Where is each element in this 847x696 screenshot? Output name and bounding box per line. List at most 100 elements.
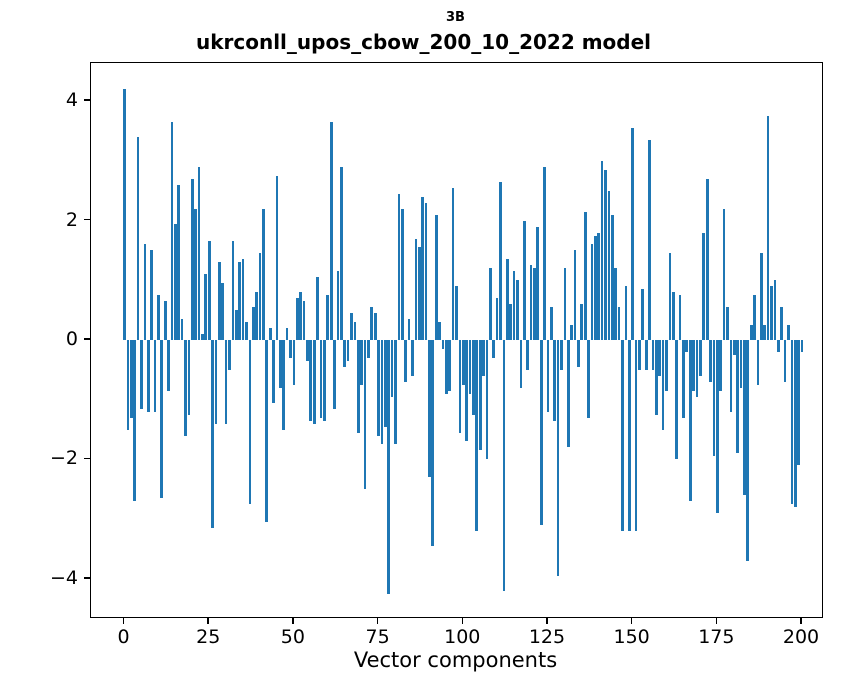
bar-component-135 — [580, 304, 584, 340]
bar-component-61 — [329, 122, 333, 340]
bar-component-112 — [502, 340, 506, 591]
bar-component-139 — [594, 235, 597, 340]
bar-component-183 — [743, 340, 746, 496]
bar-component-12 — [163, 301, 167, 340]
bar-component-107 — [485, 340, 489, 460]
bar-component-71 — [363, 340, 367, 490]
y-tick-label-−2: −2 — [49, 447, 78, 470]
bar-component-11 — [160, 340, 164, 499]
bar-component-169 — [695, 340, 699, 397]
bar-component-19 — [187, 340, 191, 415]
bar-component-1 — [126, 340, 130, 430]
bar-component-137 — [587, 340, 590, 418]
bar-component-92 — [434, 214, 438, 340]
bar-component-164 — [678, 295, 682, 340]
bar-component-85 — [411, 340, 414, 376]
bar-component-157 — [655, 340, 658, 415]
bar-component-129 — [560, 340, 563, 370]
x-tick-mark-150 — [630, 617, 633, 624]
bar-component-56 — [312, 340, 316, 424]
bar-component-118 — [522, 220, 526, 340]
x-tick-mark-50 — [292, 617, 294, 624]
bar-component-78 — [387, 340, 391, 594]
y-tick-label-0: 0 — [65, 328, 78, 350]
bar-component-174 — [712, 340, 716, 457]
bar-component-196 — [787, 325, 790, 340]
x-tick-mark-100 — [461, 617, 464, 624]
bar-component-130 — [563, 268, 567, 340]
bar-component-90 — [428, 340, 431, 478]
bar-component-54 — [306, 340, 309, 361]
bar-component-55 — [309, 340, 313, 421]
bar-component-72 — [367, 340, 370, 358]
bar-component-76 — [380, 340, 384, 445]
bar-component-113 — [505, 259, 509, 340]
bar-component-3 — [133, 340, 137, 502]
bar-component-62 — [333, 340, 336, 409]
bar-component-89 — [424, 202, 428, 340]
bar-component-17 — [180, 319, 184, 340]
bar-component-104 — [475, 340, 479, 532]
bar-component-154 — [644, 340, 648, 370]
x-tick-label-25: 25 — [196, 626, 221, 648]
bar-component-181 — [736, 340, 739, 454]
bar-component-48 — [285, 328, 289, 340]
bar-component-91 — [431, 340, 435, 546]
bar-component-49 — [289, 340, 292, 358]
bar-component-131 — [566, 340, 570, 448]
bar-component-120 — [529, 265, 533, 340]
bar-component-46 — [279, 340, 282, 388]
bar-component-51 — [295, 298, 299, 340]
bar-component-79 — [390, 340, 394, 397]
bar-component-64 — [339, 166, 343, 340]
bar-component-33 — [234, 310, 238, 340]
bar-component-163 — [675, 340, 679, 460]
bar-component-167 — [688, 340, 692, 502]
bar-component-93 — [438, 322, 441, 340]
x-tick-label-75: 75 — [365, 626, 390, 648]
bar-component-190 — [766, 116, 770, 340]
bar-component-192 — [773, 280, 777, 340]
bar-component-41 — [262, 208, 265, 340]
bar-component-9 — [153, 340, 157, 412]
bar-component-32 — [231, 241, 235, 340]
bar-component-30 — [224, 340, 228, 424]
bar-component-102 — [468, 340, 472, 394]
bar-component-126 — [549, 307, 553, 340]
bar-component-170 — [699, 340, 702, 376]
bar-component-179 — [729, 340, 733, 412]
y-tick-label-−4: −4 — [49, 566, 78, 589]
bar-component-40 — [258, 253, 262, 340]
bar-component-150 — [631, 128, 634, 340]
bar-component-198 — [793, 340, 797, 508]
bar-component-18 — [184, 340, 187, 436]
bar-component-73 — [370, 307, 374, 340]
bar-component-194 — [780, 307, 784, 340]
x-tick-mark-75 — [376, 617, 379, 624]
bar-component-106 — [482, 340, 485, 376]
bar-component-114 — [509, 304, 513, 340]
bar-component-5 — [140, 340, 143, 409]
bar-component-88 — [421, 196, 424, 340]
bar-component-189 — [763, 325, 767, 340]
bar-component-53 — [302, 301, 306, 340]
bar-component-38 — [251, 307, 255, 340]
bar-component-125 — [546, 340, 550, 412]
bar-component-148 — [624, 286, 628, 340]
x-tick-label-150: 150 — [613, 626, 650, 648]
bar-component-184 — [746, 340, 750, 561]
bar-component-8 — [150, 250, 153, 340]
bar-component-141 — [600, 160, 604, 340]
bar-component-176 — [719, 340, 723, 391]
bar-component-15 — [173, 223, 177, 340]
bar-component-144 — [610, 214, 614, 340]
y-tick-mark-−4 — [84, 577, 90, 579]
bar-component-116 — [516, 280, 519, 340]
x-tick-label-200: 200 — [782, 626, 820, 648]
bar-component-149 — [627, 340, 631, 532]
bar-component-134 — [577, 340, 580, 367]
x-tick-label-50: 50 — [280, 626, 305, 648]
bar-component-25 — [207, 241, 211, 340]
x-tick-label-125: 125 — [528, 626, 566, 648]
bar-component-96 — [448, 340, 452, 391]
